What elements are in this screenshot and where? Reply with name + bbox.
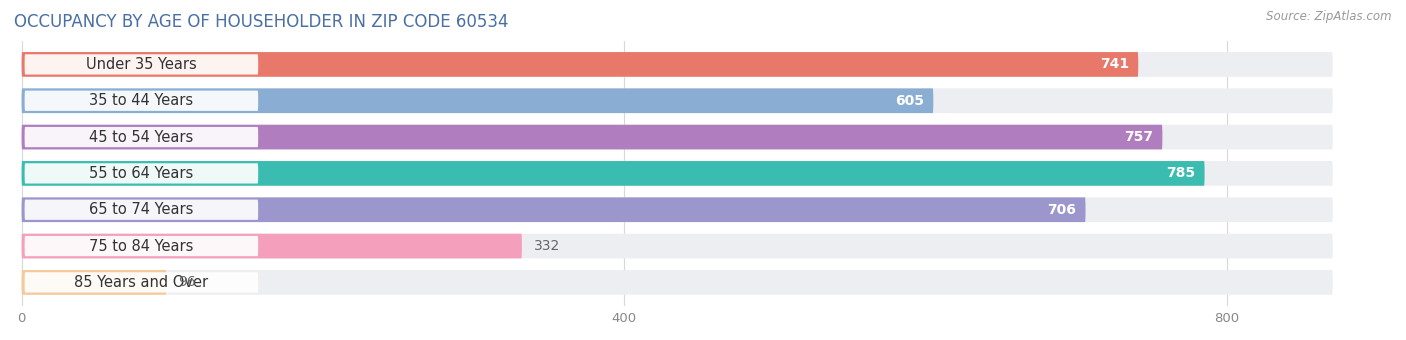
FancyBboxPatch shape bbox=[21, 52, 1139, 77]
FancyBboxPatch shape bbox=[21, 88, 1333, 113]
Text: 757: 757 bbox=[1125, 130, 1153, 144]
FancyBboxPatch shape bbox=[21, 198, 1085, 222]
Text: 85 Years and Over: 85 Years and Over bbox=[75, 275, 208, 290]
Text: 706: 706 bbox=[1047, 203, 1077, 217]
FancyBboxPatch shape bbox=[21, 52, 1333, 77]
FancyBboxPatch shape bbox=[25, 272, 259, 292]
FancyBboxPatch shape bbox=[25, 236, 259, 256]
FancyBboxPatch shape bbox=[25, 200, 259, 220]
FancyBboxPatch shape bbox=[21, 88, 934, 113]
FancyBboxPatch shape bbox=[21, 270, 1333, 295]
FancyBboxPatch shape bbox=[21, 234, 522, 258]
FancyBboxPatch shape bbox=[21, 161, 1333, 186]
FancyBboxPatch shape bbox=[25, 163, 259, 184]
FancyBboxPatch shape bbox=[25, 91, 259, 111]
Text: 35 to 44 Years: 35 to 44 Years bbox=[90, 93, 194, 108]
Text: 75 to 84 Years: 75 to 84 Years bbox=[89, 239, 194, 254]
FancyBboxPatch shape bbox=[21, 161, 1205, 186]
Text: 332: 332 bbox=[534, 239, 560, 253]
Text: 55 to 64 Years: 55 to 64 Years bbox=[89, 166, 194, 181]
Text: 65 to 74 Years: 65 to 74 Years bbox=[89, 202, 194, 217]
FancyBboxPatch shape bbox=[25, 54, 259, 74]
Text: 45 to 54 Years: 45 to 54 Years bbox=[89, 130, 194, 144]
Text: Source: ZipAtlas.com: Source: ZipAtlas.com bbox=[1267, 10, 1392, 23]
Text: OCCUPANCY BY AGE OF HOUSEHOLDER IN ZIP CODE 60534: OCCUPANCY BY AGE OF HOUSEHOLDER IN ZIP C… bbox=[14, 13, 509, 31]
FancyBboxPatch shape bbox=[21, 125, 1333, 149]
Text: Under 35 Years: Under 35 Years bbox=[86, 57, 197, 72]
FancyBboxPatch shape bbox=[21, 125, 1163, 149]
Text: 785: 785 bbox=[1167, 166, 1195, 181]
FancyBboxPatch shape bbox=[21, 270, 166, 295]
Text: 605: 605 bbox=[896, 94, 924, 108]
Text: 96: 96 bbox=[179, 275, 195, 289]
Text: 741: 741 bbox=[1099, 57, 1129, 71]
FancyBboxPatch shape bbox=[21, 198, 1333, 222]
FancyBboxPatch shape bbox=[21, 234, 1333, 258]
FancyBboxPatch shape bbox=[25, 127, 259, 147]
